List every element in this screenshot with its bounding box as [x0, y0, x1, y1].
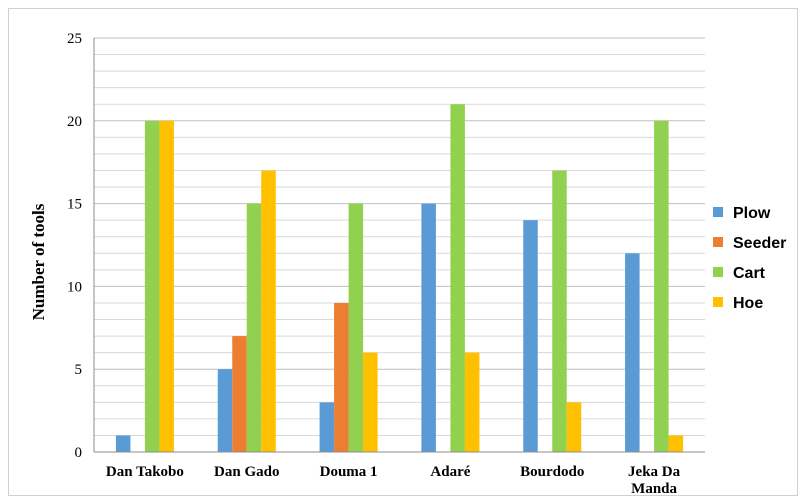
bar-plow — [421, 203, 436, 452]
bar-hoe — [261, 170, 276, 453]
bar-cart — [144, 120, 160, 453]
x-tick-label: Jeka Da — [628, 464, 681, 480]
bar-hoe — [363, 352, 378, 452]
y-tick-label: 15 — [67, 197, 82, 213]
y-tick-label: 10 — [67, 279, 82, 295]
bar-hoe — [668, 435, 684, 452]
legend: Plow Seeder Cart Hoe — [713, 205, 786, 312]
bar-hoe — [566, 402, 582, 452]
bar-cart — [552, 170, 567, 453]
x-tick-label: Dan Takobo — [106, 464, 184, 480]
bar-hoe — [159, 120, 174, 453]
legend-swatch-hoe — [713, 297, 723, 307]
x-tick-label: Bourdodo — [520, 464, 584, 480]
y-tick-label: 0 — [75, 445, 83, 461]
legend-swatch-cart — [713, 267, 723, 277]
legend-label-cart: Cart — [733, 265, 766, 282]
bar-plow — [115, 435, 131, 452]
x-tick-label: Douma 1 — [320, 464, 378, 480]
bar-cart — [654, 120, 669, 453]
bar-plow — [217, 369, 233, 452]
bar-seeder — [334, 302, 349, 452]
bar-cart — [450, 104, 465, 453]
y-axis-label: Number of tools — [29, 203, 48, 320]
bar-hoe — [464, 352, 480, 452]
legend-label-plow: Plow — [733, 205, 771, 222]
bar-cart — [246, 203, 262, 452]
legend-swatch-plow — [713, 207, 723, 217]
y-tick-label: 5 — [75, 362, 83, 378]
bars-layer — [115, 104, 684, 453]
bar-plow — [523, 220, 538, 452]
bar-seeder — [232, 336, 247, 452]
bar-plow — [625, 253, 640, 452]
y-tick-label: 25 — [67, 31, 82, 47]
legend-label-hoe: Hoe — [733, 295, 763, 312]
grid-layer — [94, 37, 705, 453]
axis-layer: 0 5 10 15 20 25 Dan Takobo Dan Gado Douma 1 Adaré… — [67, 31, 705, 497]
bar-plow — [319, 402, 335, 452]
bar-cart — [348, 203, 364, 452]
y-tick-label: 20 — [67, 114, 82, 130]
x-tick-label: Dan Gado — [214, 464, 279, 480]
legend-label-seeder: Seeder — [733, 235, 786, 252]
legend-swatch-seeder — [713, 237, 723, 247]
x-tick-label: Adaré — [430, 464, 470, 480]
x-tick-label: Manda — [631, 481, 677, 497]
